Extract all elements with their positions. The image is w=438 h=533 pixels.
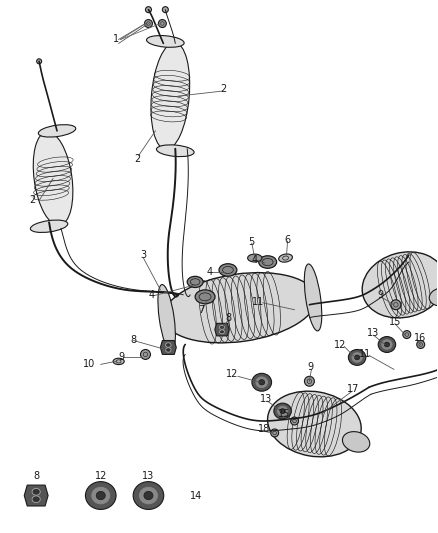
- Ellipse shape: [268, 391, 361, 457]
- Ellipse shape: [30, 220, 68, 232]
- Text: 11: 11: [359, 350, 371, 359]
- Ellipse shape: [354, 355, 360, 360]
- Ellipse shape: [166, 348, 171, 352]
- Text: 13: 13: [367, 328, 379, 337]
- Ellipse shape: [352, 353, 362, 362]
- Ellipse shape: [38, 125, 76, 137]
- Ellipse shape: [195, 290, 215, 304]
- Ellipse shape: [252, 373, 272, 391]
- Ellipse shape: [133, 482, 164, 510]
- Ellipse shape: [92, 487, 110, 504]
- Ellipse shape: [32, 488, 40, 495]
- Text: 9: 9: [307, 362, 314, 373]
- Ellipse shape: [85, 482, 116, 510]
- Text: 1: 1: [113, 35, 119, 44]
- Ellipse shape: [279, 254, 293, 262]
- Text: 4: 4: [148, 290, 155, 300]
- Ellipse shape: [343, 432, 370, 452]
- Ellipse shape: [187, 276, 203, 287]
- Ellipse shape: [403, 330, 411, 338]
- Text: 9: 9: [377, 290, 383, 300]
- Ellipse shape: [219, 330, 224, 334]
- Text: 5: 5: [248, 237, 254, 247]
- Ellipse shape: [147, 36, 184, 47]
- Ellipse shape: [113, 358, 124, 365]
- Ellipse shape: [141, 350, 150, 359]
- Text: 14: 14: [190, 490, 202, 500]
- Polygon shape: [160, 341, 176, 354]
- Text: 10: 10: [83, 359, 95, 369]
- Text: 4: 4: [206, 267, 212, 277]
- Text: 2: 2: [220, 84, 226, 94]
- Ellipse shape: [304, 376, 314, 386]
- Ellipse shape: [259, 379, 265, 385]
- Ellipse shape: [166, 343, 171, 347]
- Ellipse shape: [271, 429, 279, 437]
- Ellipse shape: [163, 272, 316, 343]
- Ellipse shape: [362, 252, 438, 318]
- Text: 15: 15: [278, 409, 290, 419]
- Ellipse shape: [348, 350, 366, 365]
- Ellipse shape: [382, 340, 392, 349]
- Ellipse shape: [256, 377, 268, 387]
- Ellipse shape: [290, 417, 298, 425]
- Ellipse shape: [145, 6, 152, 13]
- Ellipse shape: [162, 6, 168, 13]
- Ellipse shape: [259, 256, 277, 268]
- Text: 13: 13: [142, 471, 155, 481]
- Ellipse shape: [277, 406, 288, 416]
- Ellipse shape: [384, 342, 389, 347]
- Ellipse shape: [32, 496, 40, 503]
- Text: 9: 9: [119, 352, 125, 362]
- Ellipse shape: [96, 491, 105, 500]
- Text: 12: 12: [226, 369, 238, 379]
- Ellipse shape: [280, 409, 285, 414]
- Ellipse shape: [219, 264, 237, 276]
- Ellipse shape: [159, 20, 166, 28]
- Ellipse shape: [304, 264, 322, 331]
- Ellipse shape: [156, 145, 194, 157]
- Ellipse shape: [378, 336, 396, 352]
- Text: 8: 8: [131, 335, 137, 344]
- Text: 15: 15: [389, 317, 401, 327]
- Ellipse shape: [144, 491, 153, 500]
- Text: 12: 12: [95, 471, 107, 481]
- Ellipse shape: [158, 285, 175, 351]
- Polygon shape: [24, 485, 48, 506]
- Ellipse shape: [37, 59, 42, 64]
- Ellipse shape: [33, 132, 73, 225]
- Ellipse shape: [417, 341, 425, 349]
- Text: 8: 8: [225, 313, 231, 322]
- Text: 13: 13: [260, 394, 272, 404]
- Ellipse shape: [391, 300, 401, 310]
- Ellipse shape: [151, 43, 190, 150]
- Text: 8: 8: [33, 471, 39, 481]
- Text: 4: 4: [252, 255, 258, 265]
- Text: 2: 2: [134, 154, 141, 164]
- Text: 3: 3: [141, 250, 147, 260]
- Text: 12: 12: [334, 340, 346, 350]
- Ellipse shape: [247, 254, 262, 262]
- Text: 2: 2: [29, 196, 35, 205]
- Ellipse shape: [139, 487, 158, 504]
- Ellipse shape: [145, 20, 152, 28]
- Ellipse shape: [274, 403, 291, 419]
- Text: 11: 11: [252, 297, 264, 307]
- Ellipse shape: [429, 288, 438, 306]
- Text: 7: 7: [198, 305, 205, 314]
- Text: 16: 16: [414, 333, 426, 343]
- Polygon shape: [215, 324, 229, 336]
- Ellipse shape: [219, 325, 224, 329]
- Text: 17: 17: [347, 384, 360, 394]
- Text: 6: 6: [285, 235, 291, 245]
- Text: 18: 18: [258, 424, 270, 434]
